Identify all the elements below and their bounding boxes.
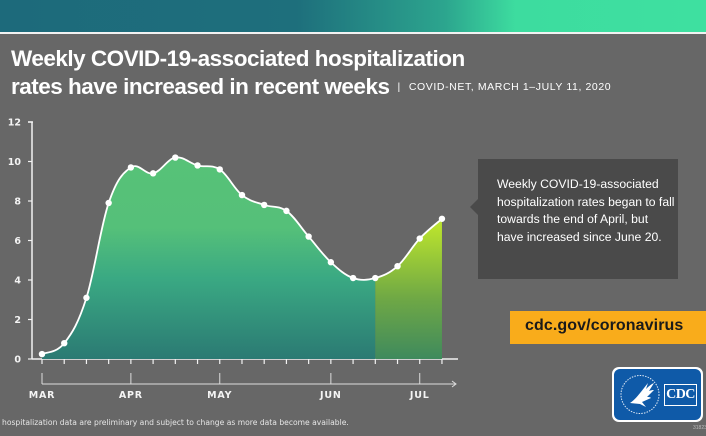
month-label: MAY [207,390,232,401]
area-fills [42,157,442,359]
month-label: JUN [319,390,342,401]
data-point [305,233,312,240]
data-point [438,215,446,222]
graphic-code: 318233 [693,425,706,431]
y-tick-label: 0 [14,355,21,366]
subtitle-text: COVID-NET, MARCH 1–JULY 11, 2020 [408,81,612,93]
header-divider [0,32,706,34]
data-point [349,274,357,282]
callout-box: Weekly COVID-19-associated hospitalizati… [470,159,678,279]
area-fill-main [42,157,376,359]
data-point [394,262,401,270]
cdc-wordmark: CDC [664,384,697,406]
month-label: JUL [409,390,430,401]
month-label: MAR [29,390,56,401]
callout-text: Weekly COVID-19-associated hospitalizati… [497,177,675,244]
area-fill-highlight [375,218,442,359]
subtitle: | COVID-NET, MARCH 1–JULY 11, 2020 [397,81,611,93]
data-point [283,207,290,215]
data-point [194,162,201,169]
y-tick-label: 12 [8,118,21,129]
month-axis-arrow-icon [451,380,457,388]
y-tick-label: 8 [14,197,21,208]
y-tick-label: 6 [14,236,21,247]
cdc-logo: CDC [612,367,703,422]
title-line-2: rates have increased in recent weeks | COV… [11,73,611,101]
header-band [0,0,706,32]
month-label: APR [119,390,143,401]
cdc-url-text[interactable]: cdc.gov/coronavirus [525,317,684,334]
data-point [238,191,246,199]
month-axis: MAR APR MAY JUN JUL [29,373,457,401]
data-point [372,274,379,282]
data-point [127,164,135,171]
data-points [38,154,446,358]
subtitle-separator: | [397,81,401,93]
data-point [83,294,90,301]
cdc-url-badge[interactable]: cdc.gov/coronavirus [510,311,706,344]
chart-title: Weekly COVID-19-associated hospitalizati… [11,45,611,101]
y-tick-label: 4 [14,276,21,287]
title-line-2-text: rates have increased in recent weeks [11,74,390,99]
data-point [61,340,68,347]
title-line-1: Weekly COVID-19-associated hospitalizati… [11,46,465,71]
data-point [327,259,335,266]
data-point [38,350,46,358]
data-point [149,170,157,177]
data-point [105,199,112,207]
cdc-logo-background: CDC [614,369,701,420]
y-tick-label: 10 [8,157,22,168]
y-tick-label: 2 [14,315,21,326]
data-point [261,201,268,209]
y-tick-labels: 0 2 4 6 8 10 12 [8,118,22,366]
data-point [416,235,423,242]
data-point [216,166,223,173]
footnote: hospitalization data are preliminary and… [2,418,349,427]
data-point [172,154,179,161]
hhs-eagle-icon [620,375,660,414]
